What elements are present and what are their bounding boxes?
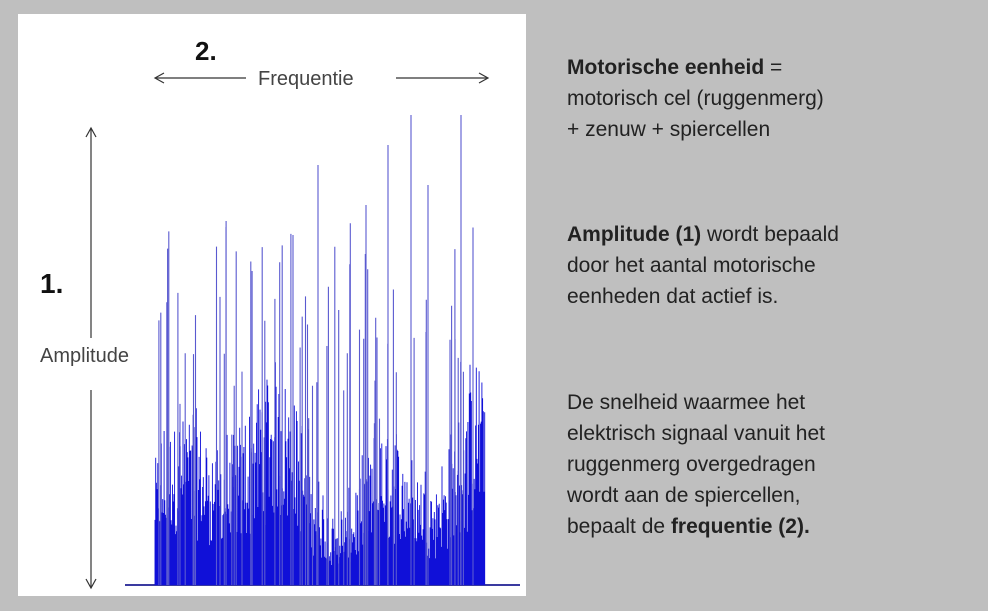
arrow-head [85,126,97,138]
text-line: Amplitude (1) wordt bepaald [567,222,839,248]
text-line: door het aantal motorische [567,253,816,279]
figure-panel: 2. Frequentie 1. Amplitude [18,14,526,596]
text-line: De snelheid waarmee het [567,390,805,416]
text-run: eenheden dat actief is. [567,285,779,308]
bold-text: Motorische eenheid [567,56,765,79]
text-line: Motorische eenheid = [567,55,782,81]
text-run: motorisch cel (ruggenmerg) [567,87,824,110]
text-run: bepaalt de [567,515,671,538]
text-line: eenheden dat actief is. [567,284,778,310]
text-run: + zenuw + spiercellen [567,118,771,141]
amplitude-label: Amplitude [40,345,129,367]
text-run: door het aantal motorische [567,254,816,277]
bold-text: Amplitude (1) [567,223,702,246]
arrow-head [153,72,165,84]
text-run: wordt bepaald [701,223,839,246]
text-line: bepaalt de frequentie (2). [567,514,810,540]
text-run: wordt aan de spiercellen, [567,484,801,507]
text-line: motorisch cel (ruggenmerg) [567,86,824,112]
signal-trace [154,362,486,585]
text-run: ruggenmerg overgedragen [567,453,816,476]
text-line: + zenuw + spiercellen [567,117,770,143]
text-run: De snelheid waarmee het [567,391,806,414]
emg-figure: 2. Frequentie 1. Amplitude [40,36,520,590]
label-2: 2. [195,36,217,66]
signal-trace [158,115,474,585]
text-line: ruggenmerg overgedragen [567,452,816,478]
emg-signal [125,115,520,586]
frequency-label: Frequentie [258,68,354,90]
label-1: 1. [40,268,63,299]
text-run: = [764,56,783,79]
arrow-head [478,72,490,84]
bold-text: frequentie (2). [670,515,810,538]
text-run: elektrisch signaal vanuit het [567,422,825,445]
arrow-head [85,578,97,590]
text-line: elektrisch signaal vanuit het [567,421,825,447]
text-line: wordt aan de spiercellen, [567,483,800,509]
